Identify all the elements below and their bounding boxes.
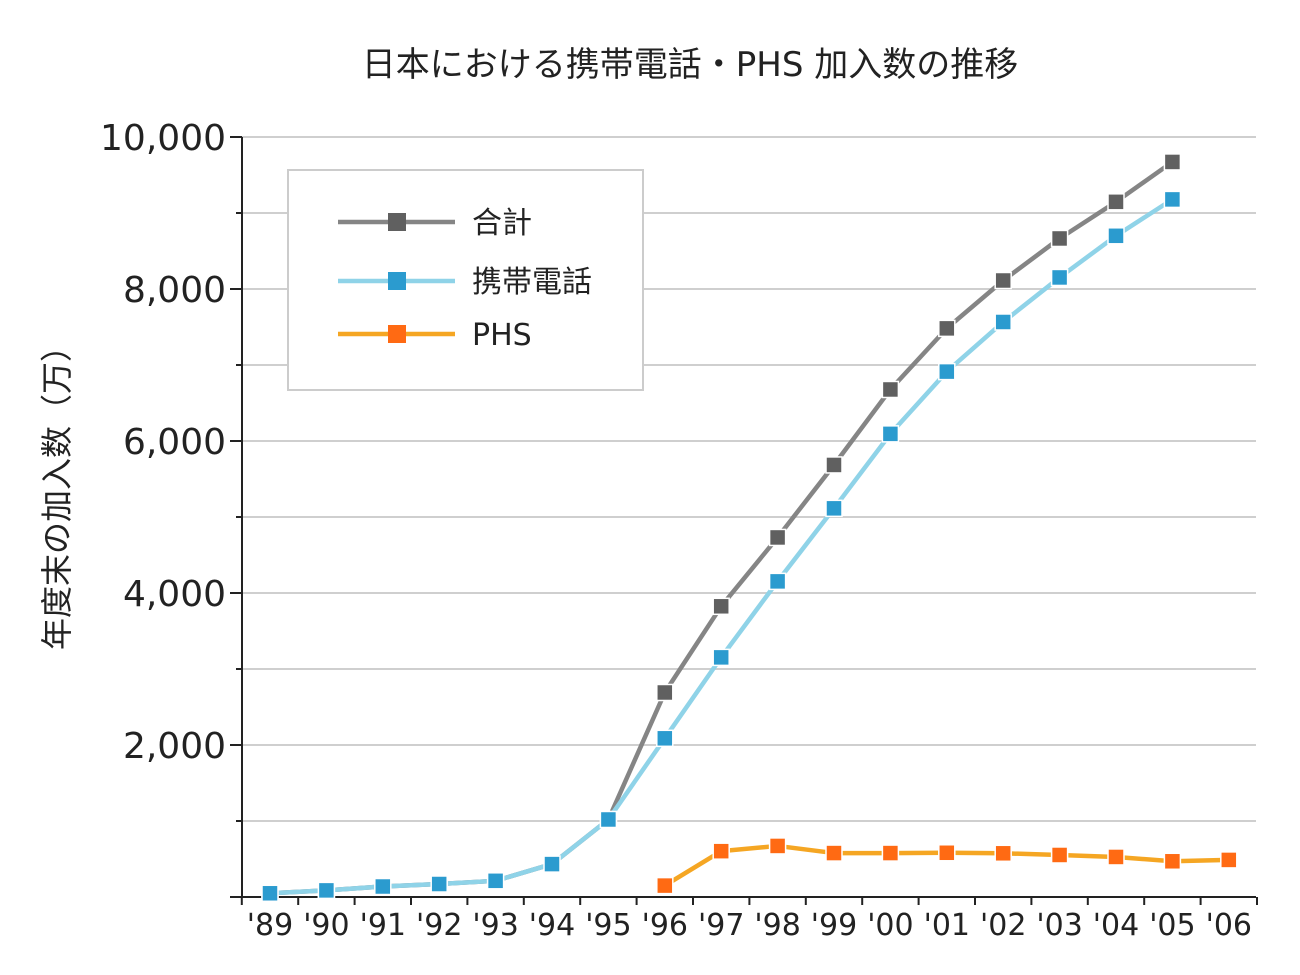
data-point [1163,852,1182,871]
data-point [768,572,787,591]
series-3 [656,837,1238,895]
data-point [994,313,1012,331]
y-axis-label: 年度末の加入数（万） [38,330,76,650]
x-tick-label: '05 [1149,908,1195,943]
y-tick-labels: 2,000 4,000 6,000 8,000 10,000 [100,118,226,767]
x-tick-label: '02 [980,908,1026,943]
data-point [994,271,1012,290]
x-tick-label: '89 [247,908,293,943]
data-point [712,597,730,616]
data-point [1107,193,1125,211]
data-point [1163,190,1182,209]
x-tick-label: '96 [642,908,688,943]
x-tick-label: '06 [1206,908,1252,943]
data-point [938,362,956,381]
x-tick-label: '91 [360,908,406,943]
data-point [317,881,336,900]
legend-label: PHS [472,318,532,353]
x-tick-label: '01 [924,908,970,943]
axes [230,136,1258,905]
data-point [712,648,730,667]
data-point [599,810,618,829]
data-point [656,729,674,748]
y-tick-label: 2,000 [123,726,226,767]
y-tick-label: 10,000 [100,118,226,159]
series-2 [261,190,1182,903]
legend-label: 合計 [472,206,532,241]
data-point [881,844,900,862]
data-point [768,528,787,547]
data-point [938,844,956,862]
x-tick-label: '90 [303,908,349,943]
data-point [1220,851,1238,869]
x-tick-label: '92 [416,908,462,943]
data-point [1050,229,1069,248]
legend-marker [388,272,406,290]
data-point [825,499,843,518]
data-point [374,877,392,896]
data-point [261,884,279,903]
data-point [1107,227,1125,245]
data-point [938,319,956,338]
x-tick-label: '97 [698,908,744,943]
x-tick-label: '98 [754,908,800,943]
data-point [825,844,843,862]
data-point [486,872,505,890]
x-tick-label: '93 [472,908,518,943]
data-point [1050,846,1069,864]
chart-title: 日本における携帯電話・PHS 加入数の推移 [362,45,1018,85]
legend-marker [388,213,406,231]
x-tick-label: '04 [1093,908,1139,943]
data-point [543,855,561,873]
data-point [656,683,674,702]
data-point [1163,153,1182,171]
x-tick-label: '95 [585,908,631,943]
legend-marker [388,325,406,343]
data-point [768,837,787,855]
data-point [994,844,1012,863]
data-point [1050,268,1069,287]
y-tick-label: 6,000 [123,422,226,463]
series-layer [261,153,1238,903]
data-point [430,875,448,893]
legend-label: 携帯電話 [472,265,592,300]
data-point [1107,848,1125,866]
x-tick-label: '00 [867,908,913,943]
x-tick-label: '03 [1036,908,1082,943]
x-tick-label: '99 [811,908,857,943]
data-point [825,456,843,474]
data-point [881,380,900,399]
data-point [656,876,674,895]
x-tick-labels: '89 '90 '91 '92 '93 '94 '95 '96 '97 '98 '99 '00 '01 '… [247,908,1252,943]
y-tick-label: 8,000 [123,270,226,311]
data-point [881,425,900,443]
data-point [712,842,730,860]
x-tick-label: '94 [529,908,575,943]
y-tick-label: 4,000 [123,574,226,615]
